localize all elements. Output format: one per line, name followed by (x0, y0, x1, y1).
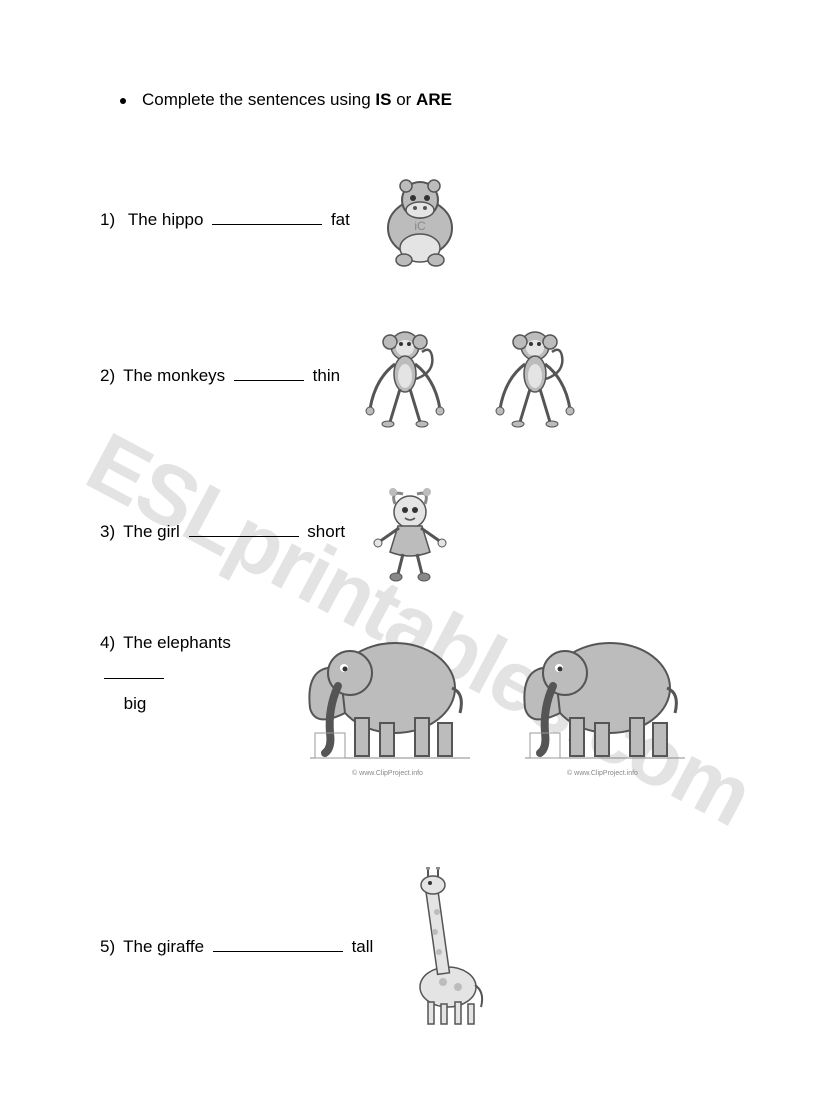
blank-input[interactable] (189, 523, 299, 537)
question-item: 5)The giraffe tall (100, 867, 738, 1027)
image-caption: © www.ClipProject.info (300, 770, 475, 777)
image-caption: © www.ClipProject.info (515, 770, 690, 777)
question-text: 5)The giraffe tall (100, 937, 373, 957)
monkey-icon (360, 324, 450, 429)
blank-input[interactable] (234, 367, 304, 381)
question-item: 4)The elephants big (100, 628, 738, 777)
question-text: 1) The hippo fat (100, 210, 350, 230)
blank-input[interactable] (213, 938, 343, 952)
elephant-icon (515, 618, 690, 768)
question-text: 4)The elephants big (100, 628, 280, 720)
blank-input[interactable] (212, 211, 322, 225)
elephant-icon (300, 618, 475, 768)
hippo-icon: iC (370, 170, 470, 270)
question-item: 3)The girl short (100, 472, 738, 592)
question-item: 2)The monkeys thin (100, 316, 738, 436)
girl-icon (365, 482, 455, 582)
question-text: 2)The monkeys thin (100, 366, 340, 386)
giraffe-icon (393, 867, 493, 1027)
blank-input[interactable] (104, 665, 164, 679)
question-text: 3)The girl short (100, 522, 345, 542)
svg-text:iC: iC (414, 219, 426, 233)
question-item: 1) The hippo fat iC (100, 160, 738, 280)
bullet-icon (120, 98, 126, 104)
instruction-line: Complete the sentences using IS or ARE (120, 90, 738, 110)
instruction-text: Complete the sentences using IS or ARE (142, 90, 452, 110)
monkey-icon (490, 324, 580, 429)
